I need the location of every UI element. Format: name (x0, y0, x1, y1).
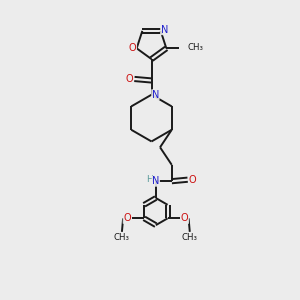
Text: N: N (152, 90, 159, 100)
Text: O: O (181, 213, 188, 224)
Text: CH₃: CH₃ (188, 43, 204, 52)
Text: O: O (189, 175, 196, 185)
Text: N: N (160, 25, 168, 35)
Text: H: H (146, 176, 153, 184)
Text: CH₃: CH₃ (114, 233, 130, 242)
Text: CH₃: CH₃ (182, 233, 198, 242)
Text: O: O (123, 213, 131, 224)
Text: O: O (125, 74, 133, 84)
Text: O: O (129, 43, 136, 53)
Text: N: N (152, 176, 160, 186)
